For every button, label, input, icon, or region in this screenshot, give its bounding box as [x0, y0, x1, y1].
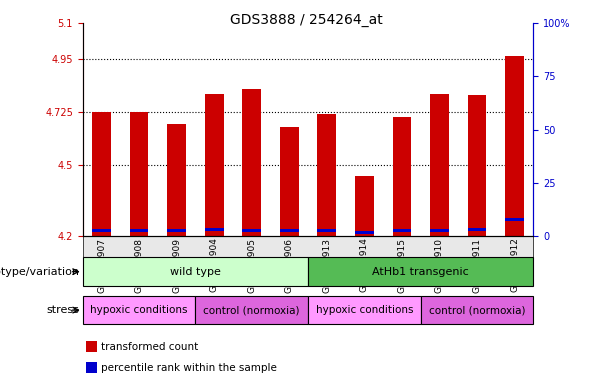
Bar: [167, 229, 186, 232]
Text: hypoxic conditions: hypoxic conditions: [316, 305, 413, 315]
Bar: [468, 227, 486, 231]
Bar: [280, 229, 299, 232]
Bar: [468, 95, 486, 236]
Text: genotype/variation: genotype/variation: [0, 266, 80, 277]
Bar: [280, 127, 299, 236]
Text: AtHb1 transgenic: AtHb1 transgenic: [372, 266, 469, 277]
Bar: [92, 112, 111, 236]
Bar: [130, 229, 148, 232]
Bar: [355, 231, 374, 234]
Bar: [130, 112, 148, 236]
Text: stress: stress: [47, 305, 80, 315]
Text: wild type: wild type: [170, 266, 221, 277]
Text: control (normoxia): control (normoxia): [204, 305, 300, 315]
Bar: [205, 227, 224, 231]
Bar: [430, 94, 449, 236]
Bar: [505, 218, 524, 221]
Text: percentile rank within the sample: percentile rank within the sample: [101, 363, 276, 373]
Text: hypoxic conditions: hypoxic conditions: [90, 305, 188, 315]
Bar: [242, 229, 261, 232]
Bar: [505, 56, 524, 236]
Bar: [167, 124, 186, 236]
Bar: [392, 229, 411, 232]
Bar: [242, 89, 261, 236]
Text: GDS3888 / 254264_at: GDS3888 / 254264_at: [230, 13, 383, 27]
Text: control (normoxia): control (normoxia): [428, 305, 525, 315]
Bar: [355, 176, 374, 236]
Bar: [392, 117, 411, 236]
Bar: [430, 229, 449, 232]
Bar: [318, 114, 336, 236]
Bar: [92, 229, 111, 232]
Bar: [205, 94, 224, 236]
Bar: [318, 229, 336, 232]
Text: transformed count: transformed count: [101, 342, 198, 352]
